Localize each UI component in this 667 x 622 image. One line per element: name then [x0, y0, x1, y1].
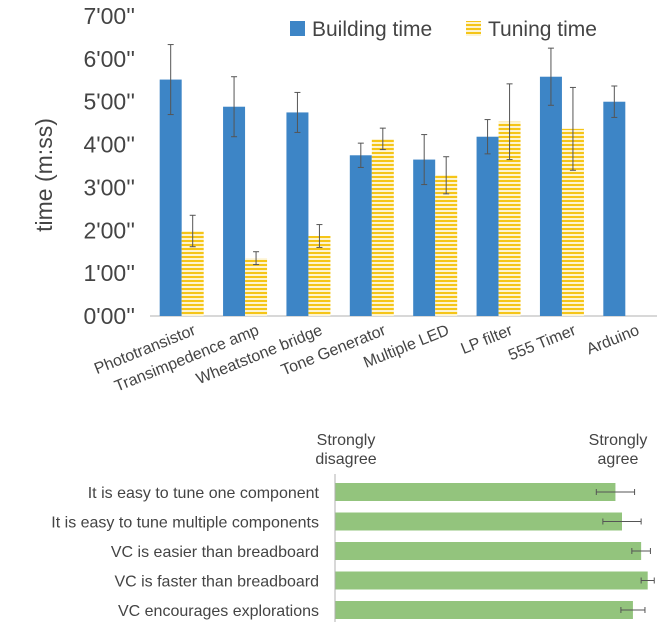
tuning-time-bar	[435, 175, 458, 316]
agreement-bar	[335, 512, 622, 531]
statement-label: VC is easier than breadboard	[111, 544, 319, 561]
tuning-time-bar	[561, 128, 584, 316]
y-tick-label: 3'00''	[83, 174, 135, 200]
legend: Building time Tuning time	[290, 18, 597, 41]
y-axis-label: time (m:ss)	[31, 118, 57, 232]
x-category-label: Arduino	[584, 322, 642, 358]
scale-label-line: Strongly	[589, 432, 648, 449]
agreement-bars: It is easy to tune one component It is ea…	[51, 483, 655, 620]
time-bar-chart: 0'00'' 1'00'' 2'00'' 3'00'' 4'00'' 5'00'' 6'00…	[31, 3, 657, 395]
scale-label-strongly-agree: Strongly agree	[589, 432, 648, 468]
legend-swatch-tuning	[466, 21, 481, 36]
statement-label: It is easy to tune multiple components	[51, 515, 319, 532]
y-tick-label: 5'00''	[83, 89, 135, 115]
scale-label-line: agree	[598, 451, 639, 468]
scale-label-strongly-disagree: Strongly disagree	[315, 432, 376, 468]
building-time-bar	[476, 136, 499, 316]
legend-label-tuning: Tuning time	[488, 18, 597, 41]
building-time-bar	[413, 159, 436, 316]
tuning-time-bar	[308, 236, 331, 316]
tuning-time-bar	[371, 138, 394, 316]
y-tick-label: 1'00''	[83, 260, 135, 286]
scale-label-line: Strongly	[317, 432, 376, 449]
statement-label: VC is faster than breadboard	[114, 574, 319, 591]
agreement-bar	[335, 601, 633, 619]
building-time-bar	[223, 106, 246, 316]
building-time-bar	[349, 155, 372, 316]
y-tick-label: 7'00''	[83, 3, 135, 29]
building-time-bar	[159, 79, 182, 316]
tuning-time-bar	[181, 231, 204, 316]
agreement-bar-chart: Strongly disagree Strongly agree It is eas…	[51, 432, 655, 622]
x-category-label: 555 Timer	[506, 322, 579, 365]
statement-label: VC encourages explorations	[118, 603, 319, 620]
y-tick-label: 4'00''	[83, 132, 135, 158]
agreement-bar	[335, 483, 616, 501]
building-time-bar	[603, 101, 626, 316]
y-tick-label: 6'00''	[83, 46, 135, 72]
top-chart-axes: 0'00'' 1'00'' 2'00'' 3'00'' 4'00'' 5'00'' 6'00…	[83, 3, 657, 329]
statement-label: It is easy to tune one component	[88, 485, 320, 502]
y-tick-label: 0'00''	[83, 303, 135, 329]
tuning-time-bar	[498, 121, 521, 316]
legend-swatch-building	[290, 21, 305, 36]
building-time-bar	[539, 76, 562, 316]
y-tick-label: 2'00''	[83, 217, 135, 243]
tuning-time-bar	[245, 258, 268, 316]
agreement-bar	[335, 571, 648, 590]
legend-label-building: Building time	[312, 18, 432, 41]
building-time-bar	[286, 112, 309, 316]
agreement-bar	[335, 542, 642, 560]
scale-label-line: disagree	[315, 451, 376, 468]
top-chart-bars	[159, 44, 626, 316]
